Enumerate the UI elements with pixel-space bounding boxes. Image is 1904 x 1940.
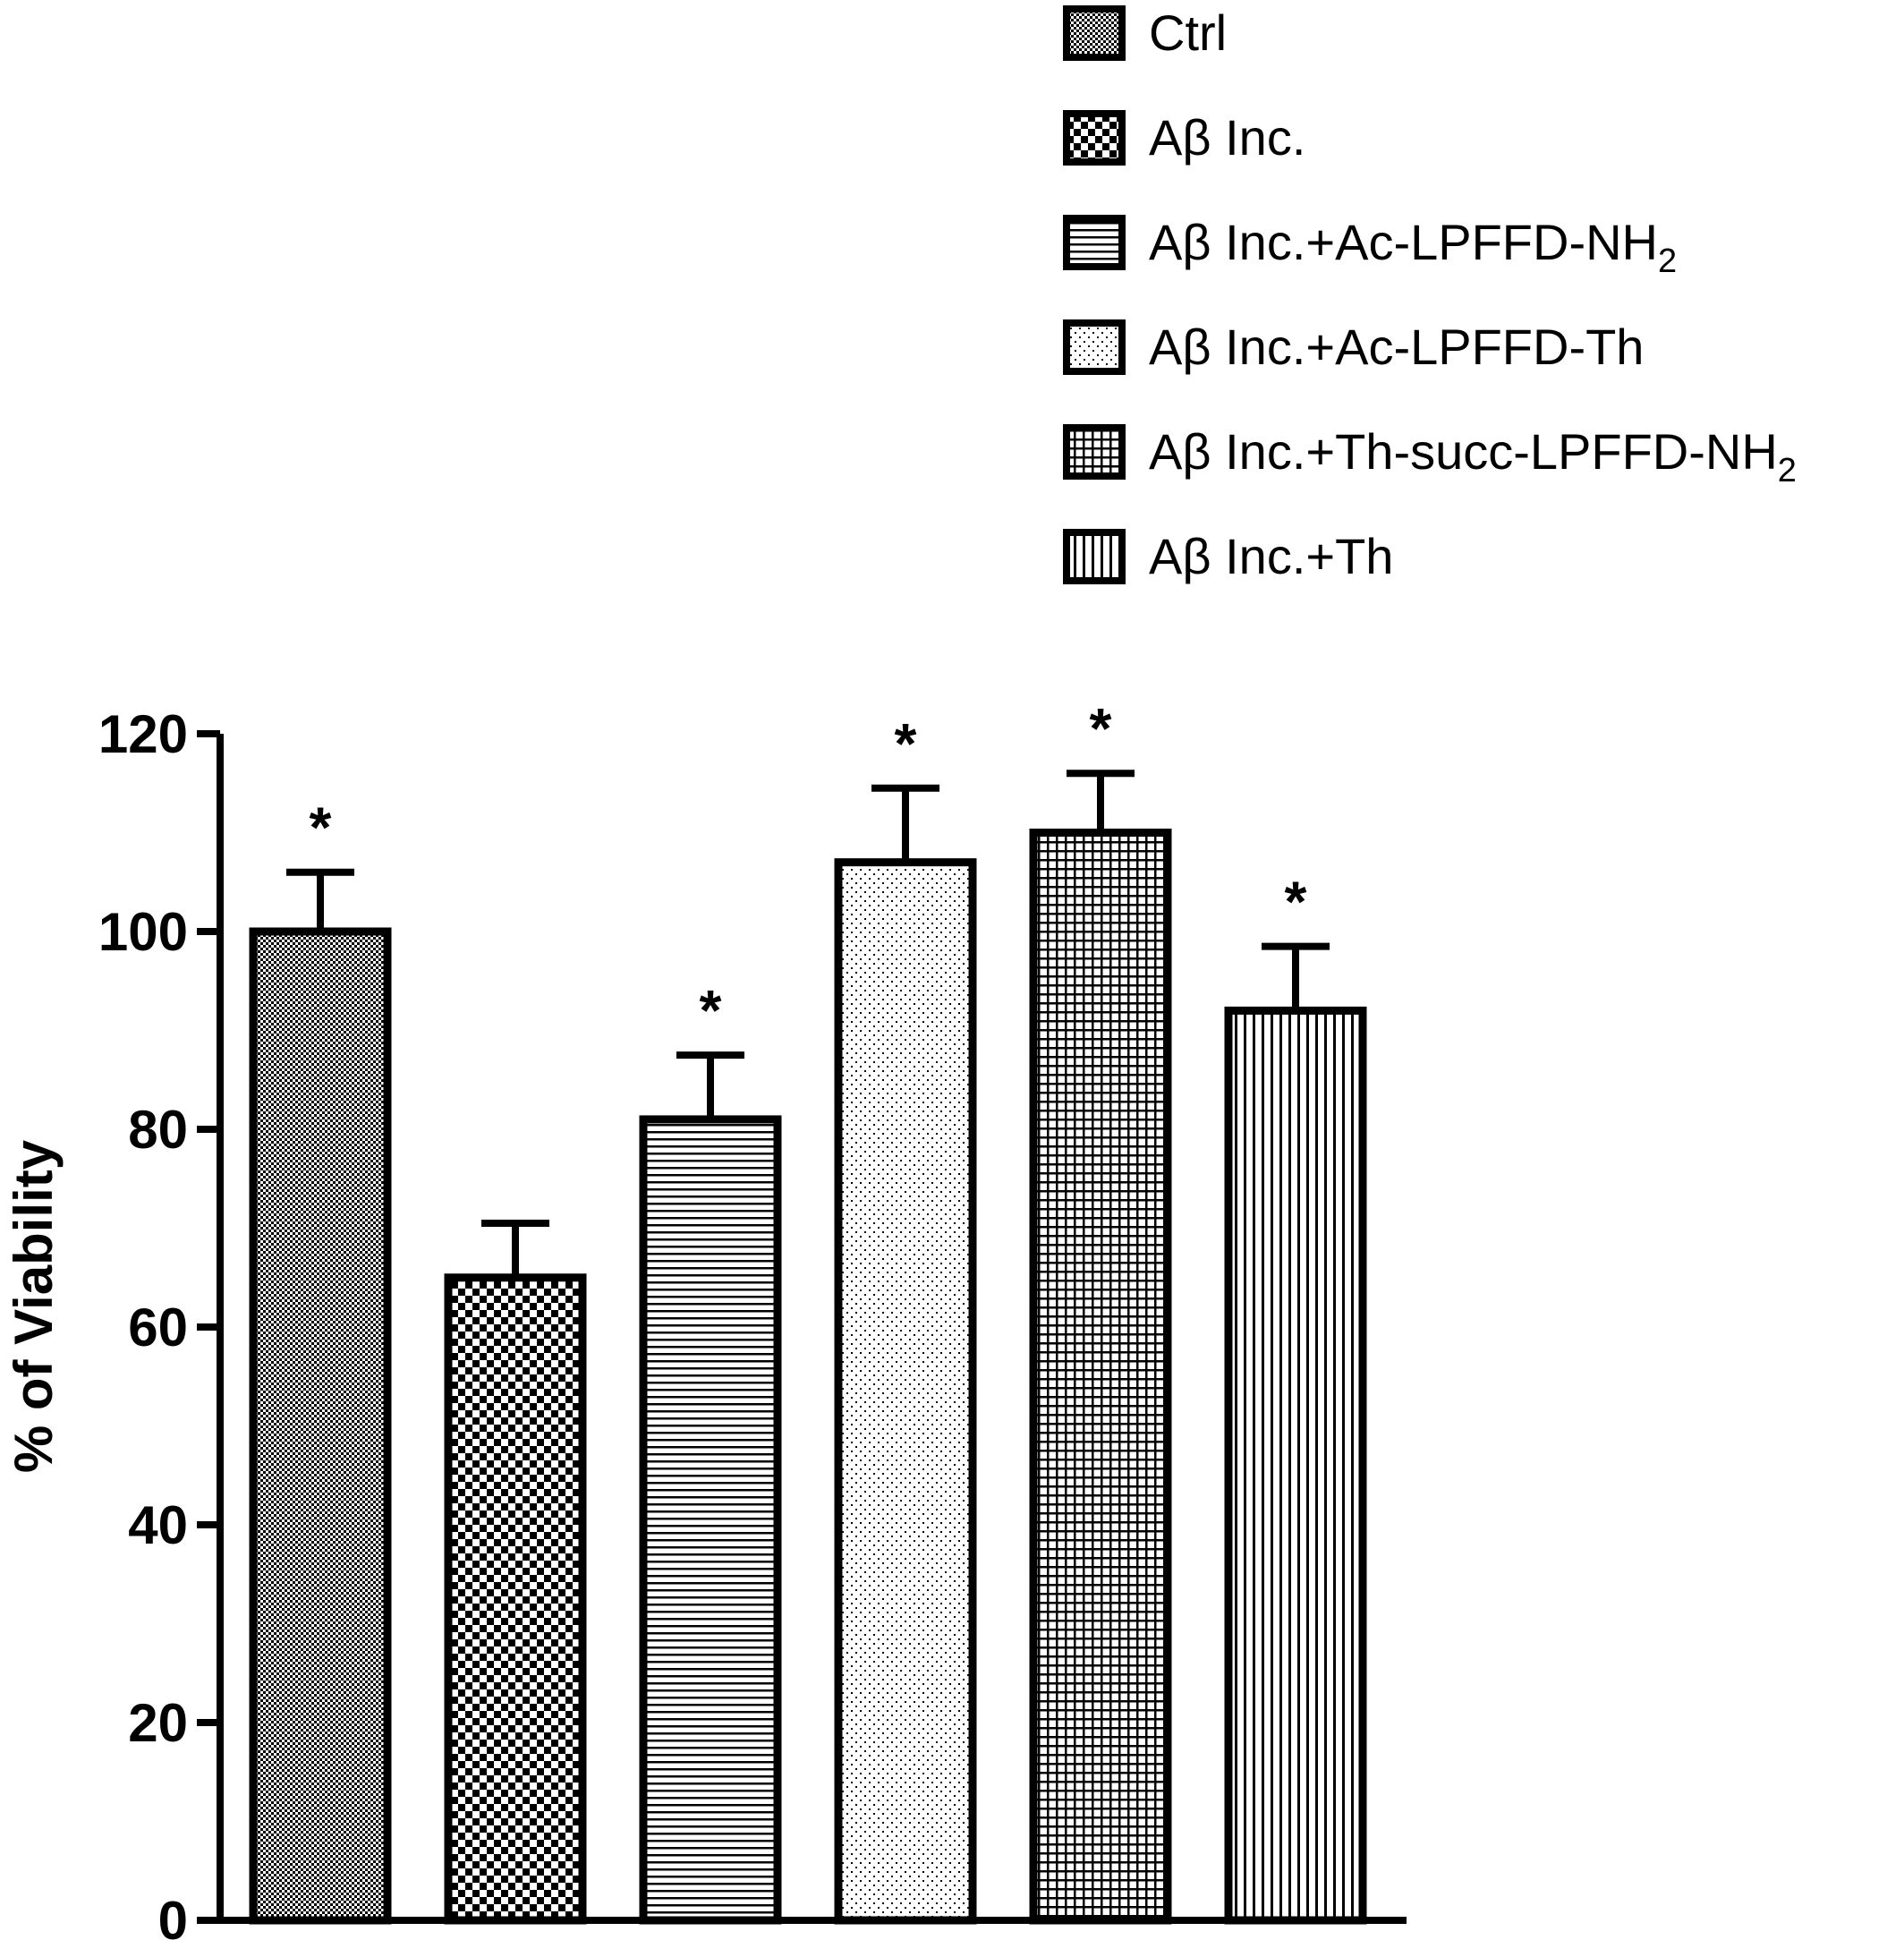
legend-swatch-1 — [1063, 5, 1126, 61]
legend-swatch-6 — [1063, 529, 1126, 584]
y-tick-label-120: 120 — [98, 704, 188, 764]
legend-label-5: Aβ Inc.+Th-succ-LPFFD-NH2 — [1149, 423, 1797, 489]
legend-swatch-2 — [1063, 110, 1126, 166]
bar-3 — [639, 1115, 782, 1925]
legend-swatch-5 — [1063, 424, 1126, 480]
significance-mark-5: * — [1090, 696, 1112, 761]
significance-mark-3: * — [700, 978, 722, 1042]
legend-label-1: Ctrl — [1149, 4, 1227, 61]
bar-6 — [1224, 1006, 1367, 1925]
legend-label-2: Aβ Inc. — [1149, 109, 1305, 166]
plot-area: * * * * * 0 20 40 60 80 100 120 % of Viability — [4, 696, 1407, 1940]
bar-1 — [249, 927, 392, 1925]
significance-mark-4: * — [895, 711, 917, 776]
legend-label-6: Aβ Inc.+Th — [1149, 528, 1393, 584]
y-axis-label: % of Viability — [4, 1139, 64, 1473]
legend: Ctrl Aβ Inc. Aβ Inc.+Ac-LPFFD-NH2 Aβ Inc.+A… — [1063, 4, 1797, 584]
y-tick-label-80: 80 — [128, 1100, 188, 1160]
significance-mark-1: * — [310, 796, 332, 860]
bar-4 — [834, 858, 977, 1925]
legend-swatch-3 — [1063, 215, 1126, 270]
y-tick-label-100: 100 — [98, 902, 188, 962]
y-tick-label-20: 20 — [128, 1693, 188, 1753]
y-tick-label-0: 0 — [158, 1891, 188, 1940]
y-tick-label-60: 60 — [128, 1298, 188, 1357]
significance-mark-6: * — [1285, 870, 1307, 934]
y-tick-label-40: 40 — [128, 1495, 188, 1555]
legend-swatch-4 — [1063, 319, 1126, 375]
legend-label-4: Aβ Inc.+Ac-LPFFD-Th — [1149, 319, 1644, 375]
bar-2 — [444, 1273, 587, 1925]
legend-label-3: Aβ Inc.+Ac-LPFFD-NH2 — [1149, 214, 1677, 280]
bar-5 — [1029, 829, 1172, 1925]
